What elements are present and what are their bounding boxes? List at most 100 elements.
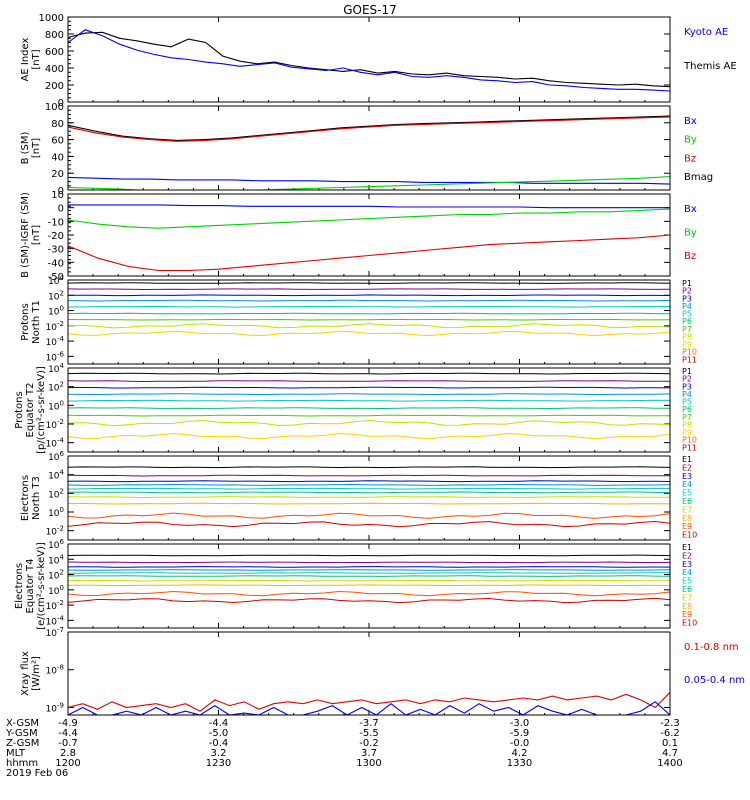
y-axis-label: [nT] [31, 138, 42, 158]
channel-line [68, 569, 670, 571]
ephemeris-value: 2.8 [60, 748, 76, 759]
channel-line [68, 566, 670, 568]
panel-protons-equator: 104 102 100 10-2 10-4 Protons Equator T2 [p/(cm… [14, 362, 697, 454]
date-label: 2019 Feb 06 [6, 768, 68, 779]
legend-entry: P2 [682, 375, 692, 384]
y-tick-label: 40 [51, 152, 64, 163]
series-line [68, 176, 670, 185]
legend-entry: E10 [682, 531, 697, 540]
plot-area [68, 29, 670, 92]
legend-entry: Bx [684, 204, 697, 215]
channel-line [68, 572, 670, 574]
ephemeris-value: -2.3 [660, 718, 680, 729]
x-tick-label: 1330 [507, 758, 532, 769]
channel-line [68, 294, 670, 297]
ephemeris-value: -6.2 [660, 728, 680, 739]
legend-entry: P9 [682, 340, 692, 349]
legend-entry: By [684, 227, 697, 238]
channel-line [68, 323, 670, 329]
ephemeris-row-label: MLT [6, 748, 26, 759]
x-tick-label: 1230 [206, 758, 231, 769]
series-line [68, 29, 670, 92]
y-tick-label: 100 [45, 102, 64, 113]
channel-line [68, 305, 670, 308]
y-tick-label: 102 [48, 289, 64, 302]
panel-frame [67, 631, 671, 716]
y-tick-label: 80 [51, 119, 64, 130]
ephemeris-value: 3.2 [211, 748, 227, 759]
channel-line [68, 474, 670, 477]
series-line [68, 115, 670, 141]
ephemeris-footer: X-GSM -4.9 -4.4 -3.7 -3.0 -2.3Y-GSM -4.4 -5.0 -5… [5, 718, 683, 779]
channel-line [68, 590, 670, 597]
y-tick-label: 104 [48, 274, 64, 287]
channel-line [68, 561, 670, 564]
legend-entry: P9 [682, 428, 692, 437]
y-tick-label: 100 [48, 399, 64, 412]
y-tick-label: 10-9 [46, 701, 64, 714]
panel-frame [67, 455, 671, 541]
y-tick-label: 102 [48, 381, 64, 394]
legend-entry: Bx [684, 116, 697, 127]
y-axis-label: [nT] [31, 49, 42, 69]
y-tick-label: 100 [48, 584, 64, 597]
channel-line [68, 483, 670, 486]
y-axis-label: AE Index [20, 37, 31, 81]
series-line [68, 176, 670, 190]
channel-line [68, 419, 670, 427]
channel-line [68, 432, 670, 440]
channel-line [68, 584, 670, 587]
legend-entry: P3 [682, 294, 692, 303]
legend-entry: E8 [682, 602, 692, 611]
panel-frame [67, 16, 671, 103]
y-tick-label: 104 [48, 362, 64, 375]
channel-line [68, 386, 670, 389]
series-line [68, 234, 670, 272]
legend-entry: E5 [682, 489, 692, 498]
legend-entry: 0.05-0.4 nm [684, 675, 745, 686]
channel-line [68, 491, 670, 494]
ephemeris-value: -5.0 [209, 728, 229, 739]
y-tick-label: 10-7 [46, 626, 64, 639]
plot-area [68, 282, 670, 337]
ephemeris-value: -0.0 [510, 738, 530, 749]
ephemeris-value: 4.7 [662, 748, 678, 759]
legend-entry: Bmag [684, 172, 713, 183]
x-tick-label: 1400 [657, 758, 682, 769]
y-tick-label: 10-4 [46, 335, 65, 348]
y-tick-label: 102 [48, 569, 64, 582]
legend-entry: E3 [682, 560, 692, 569]
y-axis-label: [p/(cm²-s-sr-keV)] [36, 366, 47, 454]
y-tick-label: 600 [45, 47, 64, 58]
channel-line [68, 393, 670, 396]
legend-entry: E6 [682, 585, 692, 594]
ephemeris-value: 0.1 [662, 738, 678, 749]
legend-entry: P3 [682, 382, 692, 391]
legend-entry: E2 [682, 463, 692, 472]
legend-entry: P10 [682, 348, 697, 357]
y-tick-label: 0 [58, 98, 64, 109]
legend-entry: P6 [682, 317, 692, 326]
channel-line [68, 512, 670, 519]
plot-area [68, 115, 670, 190]
legend-entry: E9 [682, 522, 692, 531]
figure-title: GOES-17 [343, 3, 397, 17]
legend-entry: P11 [682, 355, 697, 364]
channel-line [68, 318, 670, 321]
panel-frame [67, 105, 671, 191]
channel-line [68, 299, 670, 302]
channel-line [68, 414, 670, 417]
y-axis-label: B (SM)-IGRF (SM) [20, 192, 31, 278]
y-tick-label: 10-2 [46, 418, 64, 431]
y-axis-label: Xray flux [20, 651, 31, 696]
legend-entry: E2 [682, 551, 692, 560]
legend-entry: E10 [682, 619, 697, 628]
channel-line [68, 520, 670, 528]
channel-line [68, 407, 670, 410]
y-axis-label: North T3 [31, 476, 42, 520]
ephemeris-value: -5.9 [510, 728, 530, 739]
channel-line [68, 487, 670, 490]
y-tick-label: -30 [48, 245, 64, 256]
y-tick-label: 1000 [39, 13, 64, 24]
